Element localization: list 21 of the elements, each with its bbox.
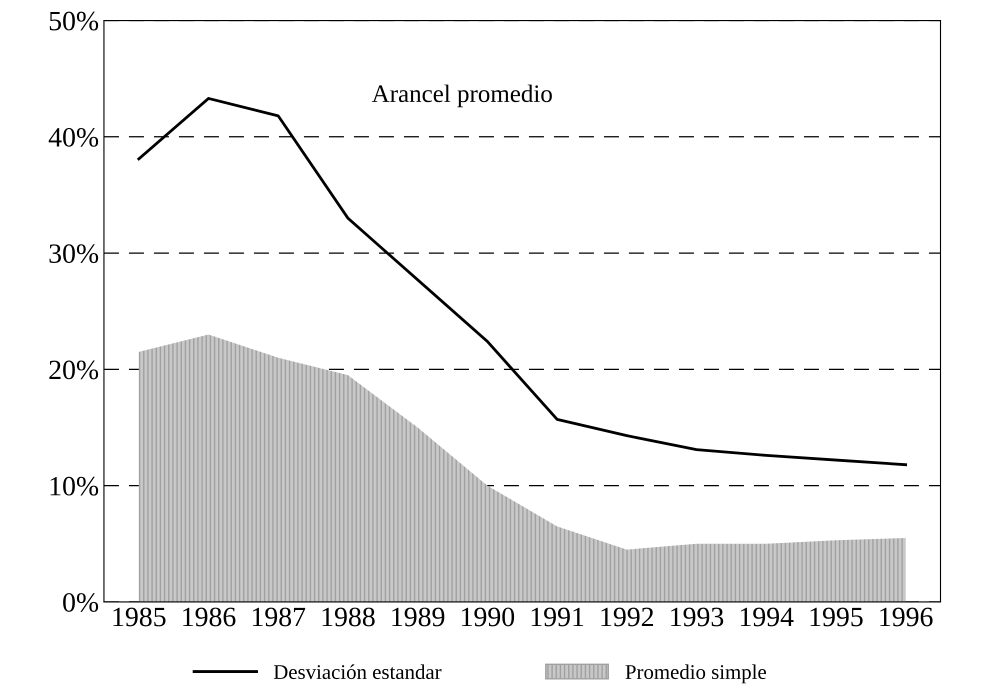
x-tick-label: 1991 [532, 608, 584, 626]
y-tick-label: 30% [50, 244, 98, 264]
x-tick-label: 1988 [322, 608, 375, 626]
x-tick-label: 1992 [601, 608, 654, 626]
x-tick-label: 1987 [252, 608, 306, 626]
legend-label: Promedio simple [626, 664, 766, 684]
y-tick-label: 40% [48, 128, 98, 147]
annotation: Arancel promedio [372, 84, 552, 108]
x-tick-label: 1994 [740, 608, 794, 626]
x-tick-label: 1996 [880, 608, 933, 626]
legend-label: Desviación estandar [274, 664, 442, 680]
y-tick-label: 20% [49, 360, 98, 380]
x-tick-label: 1986 [183, 608, 236, 626]
y-tick-label: 50% [50, 12, 98, 31]
x-tick-label: 1995 [810, 608, 863, 626]
y-tick-label: 10% [50, 476, 98, 496]
y-tick-label: 0% [63, 593, 98, 612]
x-tick-label: 1989 [392, 608, 444, 626]
x-tick-label: 1985 [113, 608, 166, 626]
x-tick-label: 1990 [462, 608, 514, 626]
x-tick-label: 1993 [671, 608, 724, 626]
